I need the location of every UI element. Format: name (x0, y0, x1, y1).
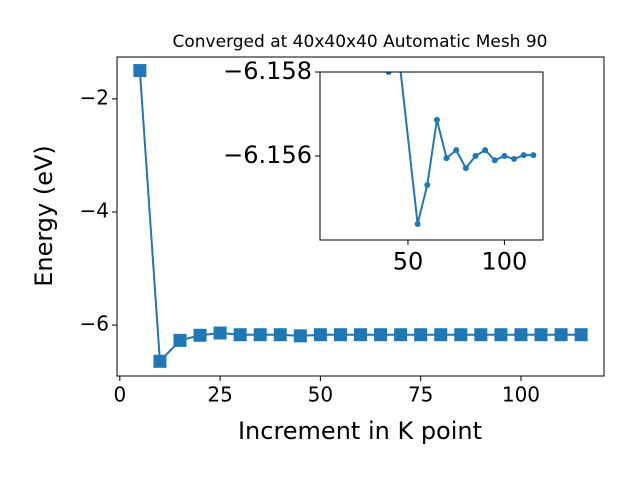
marker (213, 326, 227, 340)
marker (554, 328, 568, 342)
marker (414, 221, 421, 228)
marker (501, 153, 508, 159)
plot-content (133, 64, 588, 368)
y-tick-label: −6.158 (223, 57, 312, 85)
x-tick-label: 50 (308, 383, 333, 407)
x-tick-label: 100 (502, 383, 540, 407)
marker (520, 152, 527, 159)
marker (253, 328, 267, 342)
y-tick-label: −4 (80, 198, 109, 222)
marker (273, 328, 287, 342)
marker (385, 72, 392, 75)
marker (193, 328, 207, 342)
marker (494, 328, 508, 342)
y-tick-label: −2 (80, 85, 109, 109)
marker (434, 328, 448, 342)
marker (293, 329, 307, 343)
marker (491, 157, 498, 164)
marker (443, 155, 450, 162)
x-tick-label: 50 (393, 247, 424, 275)
marker (534, 328, 548, 342)
plot-content (385, 72, 537, 228)
marker (474, 328, 488, 342)
marker (354, 328, 367, 342)
marker (482, 147, 489, 154)
marker (462, 165, 469, 172)
marker (424, 181, 431, 188)
y-tick-label: −6 (80, 312, 109, 336)
marker (394, 328, 408, 342)
marker (454, 328, 468, 342)
x-axis-label: Increment in K point (238, 417, 482, 445)
marker (472, 153, 479, 159)
marker (173, 333, 187, 347)
marker (233, 328, 247, 342)
y-axis-label: Energy (eV) (30, 145, 58, 287)
x-tick-label: 0 (113, 383, 126, 407)
x-tick-label: 75 (408, 383, 433, 407)
marker (433, 116, 440, 123)
marker (374, 328, 388, 342)
chart-title: Converged at 40x40x40 Automatic Mesh 90 (173, 32, 548, 52)
marker (333, 328, 347, 342)
y-tick-label: −6.156 (223, 141, 312, 169)
x-tick-label: 100 (482, 247, 528, 275)
marker (133, 64, 147, 78)
marker (530, 152, 537, 159)
x-tick-label: 25 (207, 383, 232, 407)
marker (153, 354, 167, 368)
marker (453, 147, 460, 154)
marker (514, 328, 528, 342)
marker (313, 328, 327, 342)
marker (574, 328, 588, 342)
marker (414, 328, 428, 342)
marker (511, 155, 518, 162)
axes-frame (116, 56, 605, 377)
axes-frame (319, 71, 544, 241)
